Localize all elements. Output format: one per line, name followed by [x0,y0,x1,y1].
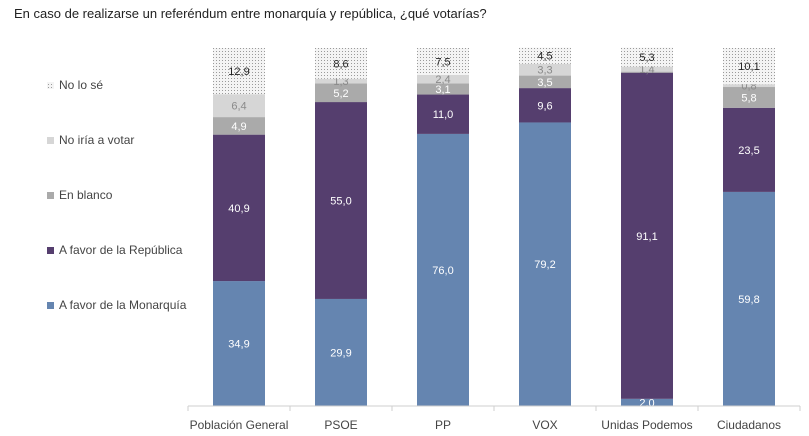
legend-label: En blanco [59,188,113,202]
chart-title: En caso de realizarse un referéndum entr… [14,6,487,21]
bar-segment [315,102,367,299]
bar-segment [723,191,775,406]
bar-segment [315,48,367,79]
data-label: 12,9 [228,66,249,78]
legend: No lo sé No iría a votar En blanco A favor … [47,78,187,312]
legend-swatch [47,192,54,199]
bar-segment [621,398,673,406]
bar-segment [723,84,775,88]
x-tick-label: PSOE [324,418,357,432]
legend-swatch [47,82,54,89]
data-label: 3,3 [537,65,552,77]
data-label: 4,5 [537,51,552,63]
bar-segment [621,72,673,399]
data-label: 59,8 [738,294,759,306]
data-label: 34,9 [228,339,249,351]
data-label: 5,3 [639,52,654,64]
legend-label: No lo sé [59,78,103,92]
data-label: 40,9 [228,203,249,215]
data-label: 55,0 [330,196,351,208]
data-label: 11,0 [433,109,454,121]
bar-segment [213,48,265,95]
data-label: 7,5 [435,56,450,68]
data-label: 5,8 [741,92,756,104]
bar-segment [417,48,469,75]
bar-segment [621,47,673,67]
bar-segment [315,78,367,84]
bar-segment [213,94,265,118]
legend-swatch [47,302,54,309]
data-label: 3,1 [435,84,450,96]
bar-segment [213,281,265,406]
legend-label: A favor de la Monarquía [59,298,187,312]
bar-segment [519,47,571,64]
legend-swatch [47,137,54,144]
data-label: 79,2 [534,259,555,271]
data-label: 9,6 [537,100,552,112]
bar-segment [723,48,775,85]
x-tick-label: VOX [532,418,557,432]
bar-segment [417,133,469,407]
plot-area: 34,9 40,9 4,9 6,4 12,9 29,9 55,0 5,21,3 8,6 76,0 1… [213,47,775,409]
bar-segment [213,134,265,282]
bar-segment [621,66,673,72]
x-axis: Población General PSOE PP VOX Unidas Podemos… [187,405,801,432]
legend-label: No iría a votar [59,133,134,147]
data-label: 6,4 [231,101,246,113]
data-label: 29,9 [330,347,351,359]
data-label: 4,9 [231,121,246,133]
bar-segment [417,83,469,95]
bar-segment [723,87,775,108]
bar-segment [621,71,673,73]
bar-segment [213,117,265,135]
bar-segment [417,94,469,134]
data-label: 1,3 [333,76,348,88]
bar-segment [519,63,571,76]
x-tick-label: Unidas Podemos [601,418,692,432]
data-label: 3,5 [537,77,552,89]
bar-segment [519,75,571,89]
legend-swatch [47,247,54,254]
legend-label: A favor de la República [59,243,183,257]
data-label: 2,0 [639,397,654,409]
data-label: 76,0 [432,265,453,277]
data-label: 8,6 [333,58,348,70]
data-label: 10,1 [738,61,759,73]
x-tick-label: Población General [190,418,289,432]
data-label: 91,1 [636,231,657,243]
bar-segment [519,88,571,123]
data-label: 1,4 [639,64,654,76]
x-tick-label: PP [435,418,451,432]
data-label: 23,5 [738,145,759,157]
x-tick-label: Ciudadanos [717,418,781,432]
bar-segment [723,107,775,192]
bar-segment [417,74,469,84]
bar-segment [315,298,367,406]
data-label: 2,4 [435,74,450,86]
bar-segment [519,122,571,407]
bar-segment [315,83,367,103]
data-label: 5,2 [333,88,348,100]
